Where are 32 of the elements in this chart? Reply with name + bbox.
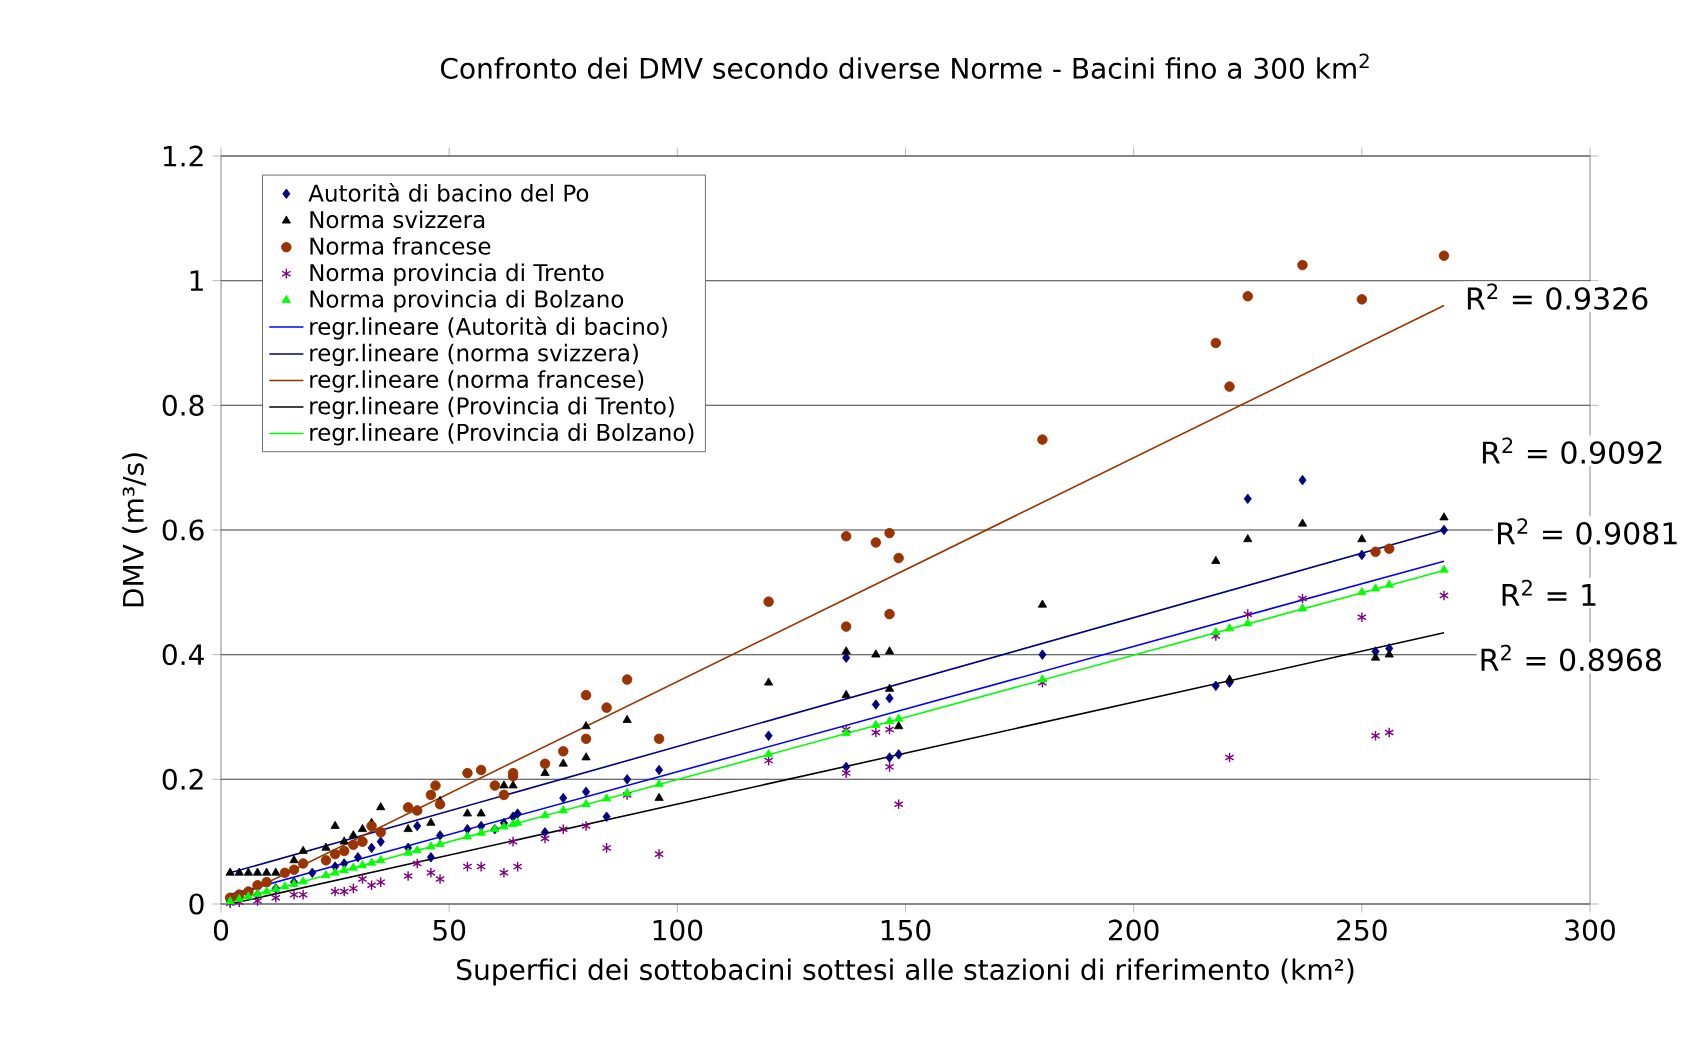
annotation: R$^{2}$ = 1 <box>1502 579 1596 606</box>
legend-label: Norma provincia di Bolzano <box>310 289 624 313</box>
annotation: R$^{2}$ = 0.9081 <box>1498 518 1677 545</box>
x-tick-label: 0 <box>213 919 229 941</box>
y-axis-title: DMV (m³/s) <box>122 453 148 607</box>
x-axis-title: Superfici dei sottobacini sottesi alle stazioni di riferimento (km²) <box>457 958 1354 986</box>
x-tick-label: 150 <box>881 919 931 941</box>
x-tick-label: 250 <box>1337 919 1387 941</box>
legend-label: regr.lineare (Autorità di bacino) <box>310 316 667 340</box>
annotation: R$^{2}$ = 0.9326 <box>1467 283 1648 310</box>
legend-label: regr.lineare (norma francese) <box>310 370 644 393</box>
legend-label: regr.lineare (norma svizzera) <box>310 343 638 367</box>
legend-label: Norma svizzera <box>310 210 485 229</box>
x-tick-label: 300 <box>1565 919 1615 941</box>
y-tick-label: 1 <box>190 270 203 291</box>
legend-label: Autorità di bacino del Po <box>308 183 589 202</box>
legend-label: regr.lineare (Provincia di Bolzano) <box>310 423 694 446</box>
chart-title: Confronto dei DMV secondo diverse Norme - Bacini fino a 300 km$^{2}$ <box>440 53 1369 79</box>
y-tick-label: 0.4 <box>162 644 204 666</box>
legend-label: Norma provincia di Trento <box>310 263 604 286</box>
x-tick-label: 200 <box>1108 919 1159 941</box>
y-tick-label: 0.8 <box>162 394 204 416</box>
y-tick-label: 1.2 <box>163 145 203 167</box>
x-tick-label: 100 <box>653 919 703 941</box>
y-tick-label: 0.6 <box>162 519 204 541</box>
annotation: R$^{2}$ = 0.8968 <box>1481 644 1661 672</box>
legend-label: regr.lineare (Provincia di Trento) <box>310 396 674 419</box>
annotation: R$^{2}$ = 0.9092 <box>1482 437 1662 464</box>
x-tick-label: 50 <box>433 919 466 941</box>
y-tick-label: 0 <box>189 893 204 915</box>
legend-label: Norma francese <box>310 236 491 255</box>
y-tick-label: 0.2 <box>162 768 203 790</box>
